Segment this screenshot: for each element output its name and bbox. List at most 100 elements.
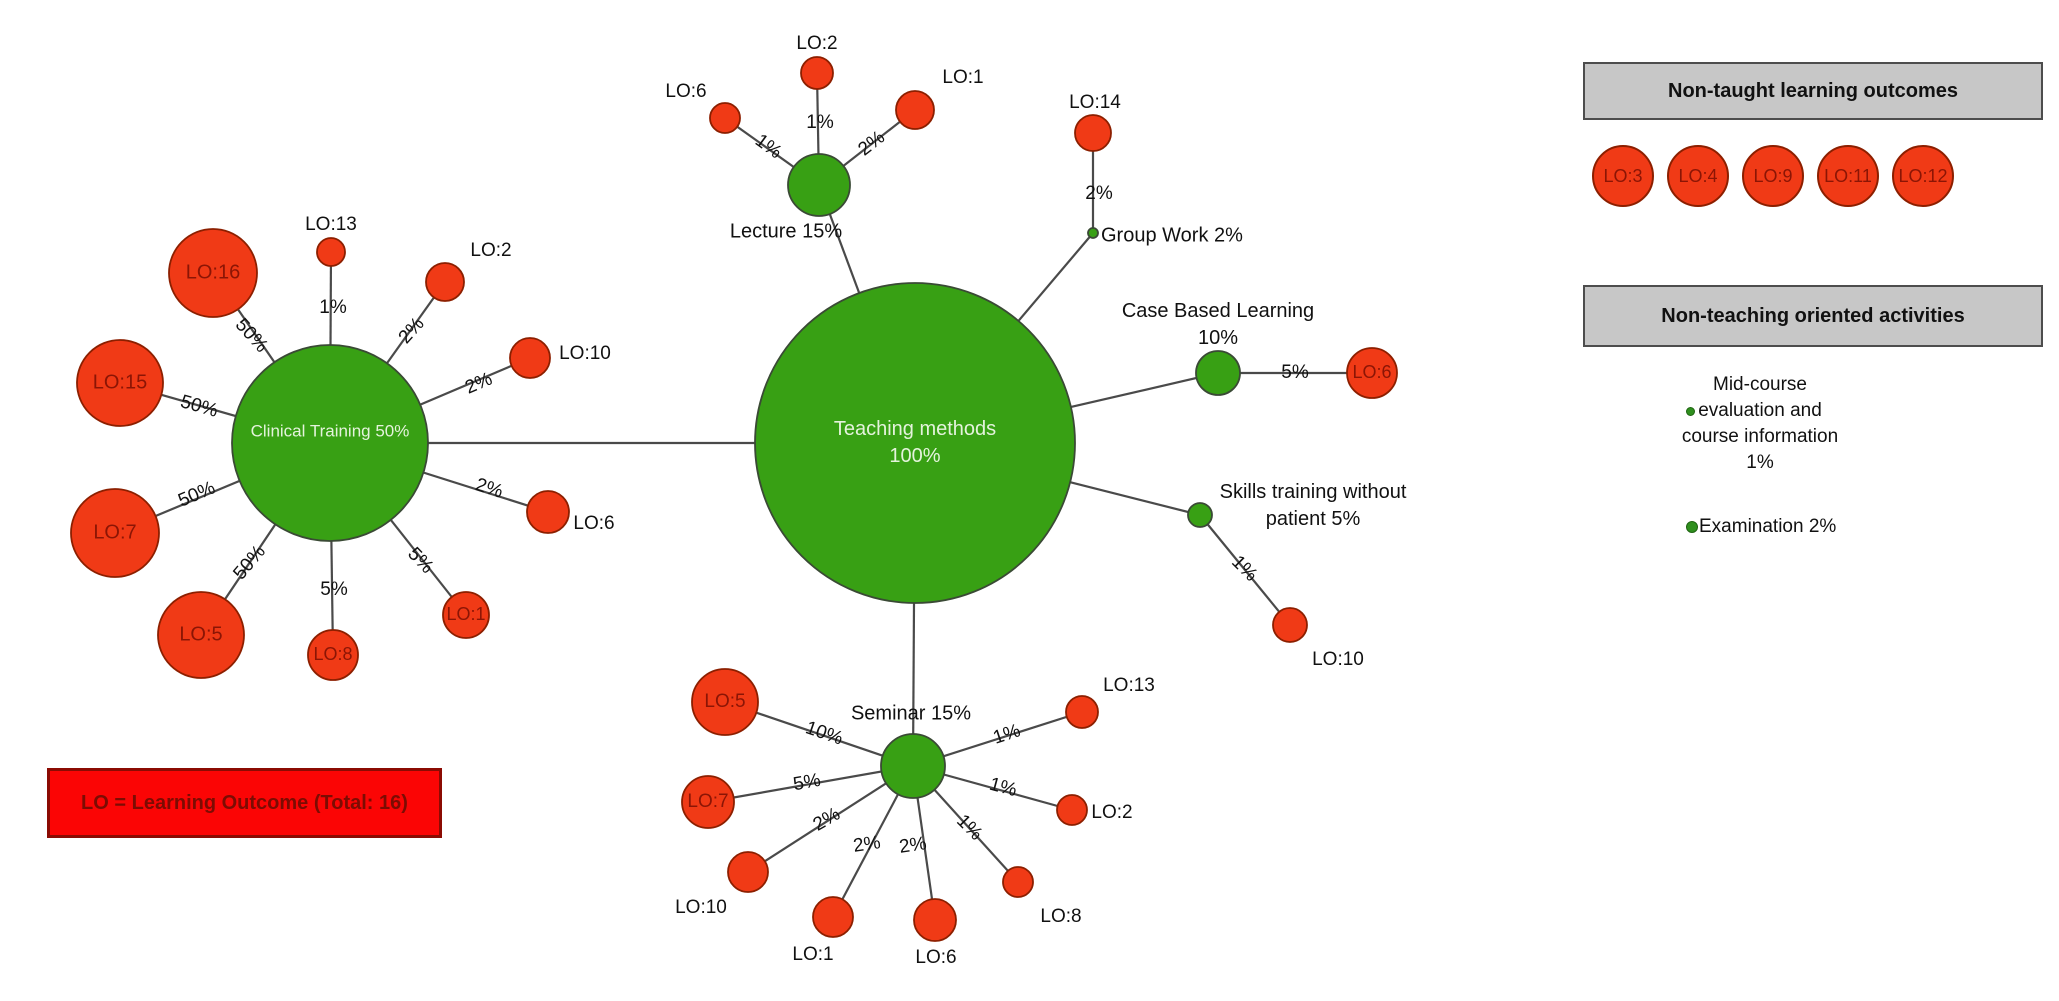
edge-pct-clinical-c_lo13: 1%: [319, 297, 347, 318]
edge-pct-seminar-se_lo5: 10%: [803, 717, 846, 749]
node-label-c_lo15: LO:15: [93, 371, 147, 393]
outcome-node-c_lo15: [76, 339, 164, 427]
node-label-teaching: 100%: [889, 445, 940, 467]
non-taught-header: Non-taught learning outcomes: [1583, 62, 2043, 120]
node-label-se_lo8: LO:8: [1040, 906, 1081, 927]
node-label-se_lo1: LO:1: [792, 944, 833, 965]
node-label-se_lo6: LO:6: [915, 947, 956, 968]
outcome-node-se_lo6: [913, 898, 957, 942]
outcome-node-c_lo10: [509, 337, 551, 379]
node-label-c_lo13: LO:13: [305, 214, 357, 235]
node-label-c_lo5: LO:5: [179, 623, 222, 645]
edge-skills-s_lo10: [1199, 514, 1291, 626]
node-label-c_lo6: LO:6: [573, 513, 614, 534]
node-label-se_lo7: LO:7: [687, 791, 728, 812]
node-label-groupwork: Group Work 2%: [1101, 224, 1243, 246]
node-label-c_lo7: LO:7: [93, 521, 136, 543]
node-label-g_lo14: LO:14: [1069, 92, 1121, 113]
edge-pct-clinical-c_lo10: 2%: [462, 368, 496, 398]
legend-box: LO = Learning Outcome (Total: 16): [47, 768, 442, 838]
edge-pct-clinical-c_lo6: 2%: [473, 474, 506, 502]
examination-item: Examination 2%: [1686, 516, 1836, 538]
edge-pct-lecture-le_lo1: 2%: [854, 127, 889, 161]
outcome-node-se_lo1: [812, 896, 854, 938]
outcome-node-se_lo7: [681, 775, 735, 829]
outcome-node-se_lo5: [691, 668, 759, 736]
edge-pct-lecture-le_lo2: 1%: [806, 112, 834, 133]
node-label-s_lo10: LO:10: [1312, 649, 1364, 670]
node-label-skills: patient 5%: [1266, 508, 1361, 530]
node-label-c_lo1: LO:1: [446, 604, 485, 624]
edge-pct-clinical-c_lo5: 50%: [229, 541, 270, 584]
node-label-casebased: Case Based Learning: [1122, 300, 1314, 322]
outcome-node-c_lo13: [316, 237, 346, 267]
activity-node-seminar: [880, 733, 946, 799]
outcome-node-c_lo8: [307, 629, 359, 681]
node-label-lecture: Lecture 15%: [730, 220, 843, 242]
node-label-c_lo2: LO:2: [470, 240, 511, 261]
node-label-se_lo13: LO:13: [1103, 675, 1155, 696]
activity-node-lecture: [787, 153, 851, 217]
outcome-node-c_lo1: [442, 591, 490, 639]
outcome-node-c_lo5: [157, 591, 245, 679]
non-taught-outcomes-row: LO:3 LO:4 LO:9 LO:11 LO:12: [1592, 145, 1954, 207]
outcome-node-c_lo16: [168, 228, 258, 318]
node-label-c_lo10: LO:10: [559, 343, 611, 364]
outcome-node-g_lo14: [1074, 114, 1112, 152]
outcome-node-s_lo10: [1272, 607, 1308, 643]
node-label-se_lo5: LO:5: [704, 691, 745, 712]
node-label-le_lo1: LO:1: [942, 67, 983, 88]
non-teaching-header: Non-teaching oriented activities: [1583, 285, 2043, 347]
outcome-node-se_lo10: [727, 851, 769, 893]
activity-node-clinical: [231, 344, 429, 542]
outcome-node-cb_lo6: [1346, 347, 1398, 399]
outcome-node-c_lo6: [526, 490, 570, 534]
midcourse-dot-icon: [1686, 407, 1695, 416]
examination-dot-icon: [1686, 521, 1698, 533]
edge-pct-seminar-se_lo6: 2%: [898, 833, 928, 858]
node-label-teaching: Teaching methods: [834, 418, 996, 440]
activity-node-teaching: [754, 282, 1076, 604]
edge-pct-seminar-se_lo13: 1%: [991, 720, 1024, 748]
edge-pct-clinical-c_lo8: 5%: [320, 579, 348, 600]
node-label-c_lo16: LO:16: [186, 261, 240, 283]
node-label-le_lo2: LO:2: [796, 33, 837, 54]
node-label-clinical: Clinical Training 50%: [251, 421, 410, 440]
outcome-node-se_lo8: [1002, 866, 1034, 898]
node-label-se_lo10: LO:10: [675, 897, 727, 918]
non-taught-lo-circle: LO:11: [1817, 145, 1879, 207]
activity-node-skills: [1187, 502, 1213, 528]
node-label-seminar: Seminar 15%: [851, 702, 971, 724]
node-label-cb_lo6: LO:6: [1352, 362, 1391, 382]
edge-pct-groupwork-g_lo14: 2%: [1085, 183, 1113, 204]
edge-pct-seminar-se_lo1: 2%: [852, 832, 882, 857]
edge-pct-clinical-c_lo2: 2%: [395, 313, 429, 348]
edge-pct-clinical-c_lo7: 50%: [175, 477, 218, 511]
outcome-node-le_lo1: [895, 90, 935, 130]
edge-pct-skills-s_lo10: 1%: [1227, 552, 1261, 586]
edge-seminar-se_lo7: [707, 764, 914, 804]
edge-pct-seminar-se_lo7: 5%: [792, 770, 823, 795]
node-label-casebased: 10%: [1198, 327, 1238, 349]
outcome-node-le_lo2: [800, 56, 834, 90]
examination-label: Examination 2%: [1699, 516, 1837, 537]
edge-pct-casebased-cb_lo6: 5%: [1281, 362, 1309, 383]
edge-pct-clinical-c_lo15: 50%: [178, 391, 220, 422]
midcourse-evaluation-label: Mid-course evaluation and course informa…: [1681, 374, 1839, 473]
outcome-node-c_lo7: [70, 488, 160, 578]
edge-pct-seminar-se_lo10: 2%: [810, 804, 844, 836]
outcome-node-se_lo2: [1056, 794, 1088, 826]
outcome-node-se_lo13: [1065, 695, 1099, 729]
non-taught-lo-circle: LO:4: [1667, 145, 1729, 207]
non-taught-lo-circle: LO:12: [1892, 145, 1954, 207]
outcome-node-le_lo6: [709, 102, 741, 134]
outcome-node-c_lo2: [425, 262, 465, 302]
node-label-le_lo6: LO:6: [665, 81, 706, 102]
node-label-se_lo2: LO:2: [1091, 802, 1132, 823]
activity-node-casebased: [1195, 350, 1241, 396]
activity-node-groupwork: [1087, 227, 1099, 239]
non-taught-lo-circle: LO:9: [1742, 145, 1804, 207]
non-taught-lo-circle: LO:3: [1592, 145, 1654, 207]
